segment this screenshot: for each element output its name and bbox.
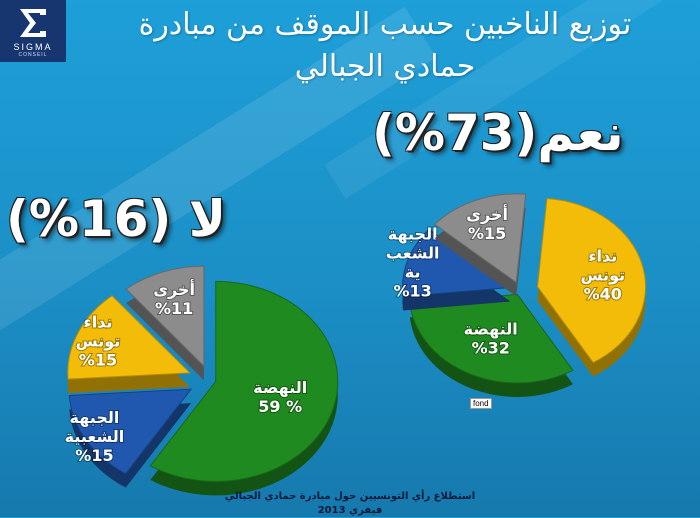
slice-label-line: %15 [79,350,117,369]
page-title: توزيع الناخبين حسب الموقف من مبادرة حماد… [80,4,690,88]
slice-label-line: %15 [468,224,506,243]
title-line-2: حمادي الجبالي [294,49,476,84]
slice-label-line: %15 [75,446,113,465]
slice-label-line: %13 [394,282,432,301]
footer-line-2: فيفري 2013 [317,505,383,516]
slice-label-line: أخرى [153,279,195,299]
slice-label: أخرى %11 [153,279,195,318]
slice-label-line: النهضة [464,319,518,338]
pie-slice [409,293,574,384]
slice-label-line: ية [405,263,421,282]
slice-label: النهضة %32 [464,319,518,357]
no-heading: لا (16%) [6,190,227,248]
pie-slice [537,197,647,364]
slice-label-line: تونس [76,331,121,350]
slice-label-line: الشعبية [65,427,125,446]
slice-label-line: الجبهة [70,408,120,427]
slice-label-line: نداء [84,312,113,331]
slice-label-line: 59 % [258,397,302,416]
pie-slice [402,228,512,298]
pie-chart-yes: نداء تونس %40 النهضة %32 الجبهة الشعب ية %13 أخرى… [385,193,647,397]
slice-label: أخرى %15 [466,204,508,243]
pie-slice [149,280,339,482]
pie-slice [68,388,193,475]
footer-line-1: استطلاع رأي التونسيين حول مبادرة حمادي ا… [224,491,476,502]
pie-slice [125,265,205,368]
logo-word: SIGMA [13,42,53,52]
slice-label-line: نداء [588,246,617,265]
slice-label: الجبهة الشعب ية %13 [386,225,440,301]
slice-label-line: %32 [472,338,510,357]
yes-heading: نعم(73%) [372,104,624,162]
slice-label: الجبهة الشعبية %15 [65,408,125,465]
slice-label-line: أخرى [466,204,508,224]
slice-label: النهضة 59 % [253,378,307,416]
slice-label: نداء تونس %40 [580,246,625,303]
fond-tag: fond [470,398,492,409]
slice-label-line: تونس [580,265,625,284]
sigma-logo: SIGMA CONSEIL [0,0,66,62]
slice-label: نداء تونس %15 [76,312,121,369]
slice-label-line: الشعب [386,244,440,263]
slice-label-line: %40 [584,284,622,303]
footer-source: استطلاع رأي التونسيين حول مبادرة حمادي ا… [180,490,520,518]
slice-label-line: %11 [155,299,193,318]
sigma-icon [20,9,46,37]
slice-label-line: الجبهة [388,225,438,244]
logo-subtitle: CONSEIL [18,52,48,58]
pie-slice [433,193,527,284]
pie-slice [67,295,191,380]
slice-label-line: النهضة [253,378,307,397]
title-line-1: توزيع الناخبين حسب الموقف من مبادرة [138,7,632,42]
